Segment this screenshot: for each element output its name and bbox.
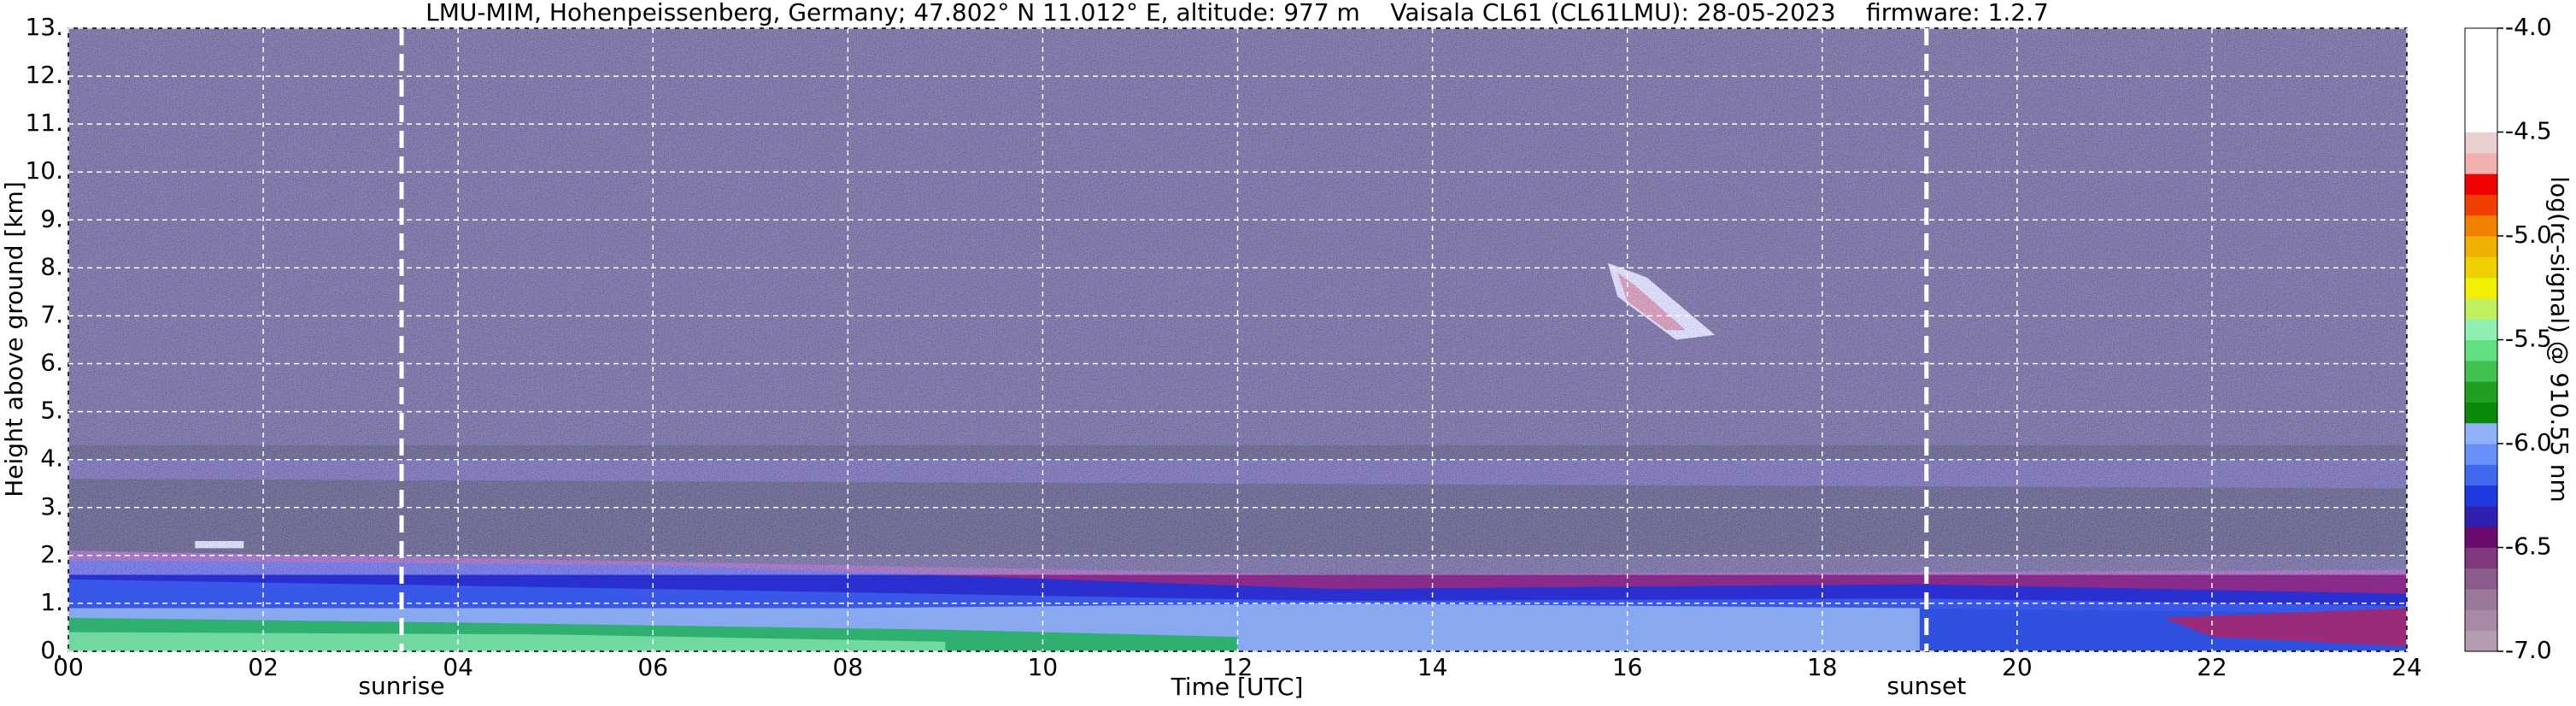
colorbar-tick-label: -6.0 (2505, 428, 2552, 456)
y-tick-label: 2. (40, 540, 63, 568)
colorbar-swatch (2465, 381, 2497, 403)
y-tick-label: 1. (40, 588, 63, 616)
y-tick-label: 10. (25, 156, 63, 185)
colorbar-swatch (2465, 485, 2497, 507)
colorbar-swatch (2465, 402, 2497, 424)
colorbar-label: log(rc-signal) @ 910.55 nm (2545, 176, 2573, 502)
annotation: sunset (1887, 672, 1966, 700)
colorbar-swatch (2465, 174, 2497, 195)
colorbar-swatch (2465, 360, 2497, 382)
colorbar-swatch (2465, 609, 2497, 632)
y-tick-label: 9. (40, 204, 63, 232)
y-tick-label: 0. (40, 636, 63, 664)
x-tick-label: 24 (2391, 653, 2422, 681)
y-tick-label: 11. (25, 109, 63, 137)
colorbar-swatch (2465, 568, 2497, 590)
x-tick-label: 06 (637, 653, 668, 681)
x-tick-label: 18 (1807, 653, 1838, 681)
y-tick-label: 12. (25, 61, 63, 89)
colorbar-swatch (2465, 339, 2497, 362)
colorbar-swatch (2465, 547, 2497, 569)
colorbar-swatch (2465, 90, 2497, 112)
colorbar-swatch (2465, 132, 2497, 154)
colorbar-swatch (2465, 111, 2497, 132)
y-tick-label: 5. (40, 397, 63, 425)
y-tick-label: 6. (40, 349, 63, 377)
colorbar-tick-label: -4.0 (2505, 13, 2552, 41)
aerosol-layer (68, 632, 946, 651)
colorbar-tick-label: -4.5 (2505, 117, 2552, 145)
colorbar-swatch (2465, 630, 2497, 652)
colorbar-swatch (2465, 319, 2497, 340)
colorbar-swatch (2465, 28, 2497, 50)
colorbar-swatch (2465, 236, 2497, 257)
x-tick-label: 12 (1223, 653, 1253, 681)
chart-title: LMU-MIM, Hohenpeissenberg, Germany; 47.8… (425, 0, 2049, 26)
colorbar-tick-label: -5.5 (2505, 325, 2552, 353)
colorbar-swatch (2465, 527, 2497, 548)
colorbar-swatch (2465, 215, 2497, 237)
y-tick-label: 13. (25, 13, 63, 41)
colorbar-tick-label: -5.0 (2505, 221, 2552, 249)
colorbar-swatch (2465, 297, 2497, 320)
aerosol-layer (2162, 608, 2407, 647)
colorbar-swatch (2465, 256, 2497, 279)
colorbar-swatch (2465, 194, 2497, 216)
x-tick-label: 16 (1612, 653, 1643, 681)
y-axis-label: Height above ground [km] (0, 181, 28, 497)
x-tick-label: 02 (248, 653, 279, 681)
x-tick-label: 00 (53, 653, 84, 681)
colorbar-swatch (2465, 589, 2497, 610)
colorbar-swatch (2465, 277, 2497, 299)
colorbar-tick-label: -7.0 (2505, 636, 2552, 664)
colorbar-swatch (2465, 505, 2497, 527)
colorbar-swatch (2465, 152, 2497, 174)
y-tick-label: 4. (40, 444, 63, 473)
colorbar-swatch (2465, 444, 2497, 465)
x-tick-label: 14 (1417, 653, 1448, 681)
x-tick-label: 08 (833, 653, 864, 681)
x-tick-label: 04 (443, 653, 473, 681)
y-tick-label: 7. (40, 300, 63, 328)
colorbar-swatch (2465, 464, 2497, 486)
x-tick-label: 10 (1028, 653, 1059, 681)
colorbar-swatch (2465, 69, 2497, 91)
y-tick-label: 8. (40, 252, 63, 280)
x-tick-label: 22 (2197, 653, 2227, 681)
y-tick-label: 3. (40, 492, 63, 521)
x-tick-label: 20 (2002, 653, 2033, 681)
colorbar-tick-label: -6.5 (2505, 532, 2552, 561)
colorbar-swatch (2465, 422, 2497, 444)
annotation: sunrise (358, 672, 444, 700)
x-axis-label: Time [UTC] (1171, 673, 1304, 701)
colorbar-swatch (2465, 49, 2497, 71)
